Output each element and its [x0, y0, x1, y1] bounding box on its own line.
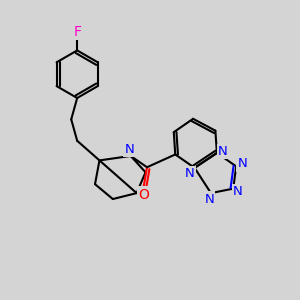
Text: F: F — [73, 25, 81, 39]
Text: O: O — [138, 188, 149, 202]
Text: N: N — [185, 167, 195, 180]
Text: N: N — [233, 185, 243, 198]
Text: N: N — [205, 193, 214, 206]
Text: N: N — [124, 143, 134, 156]
Text: N: N — [218, 145, 228, 158]
Text: N: N — [237, 158, 247, 170]
